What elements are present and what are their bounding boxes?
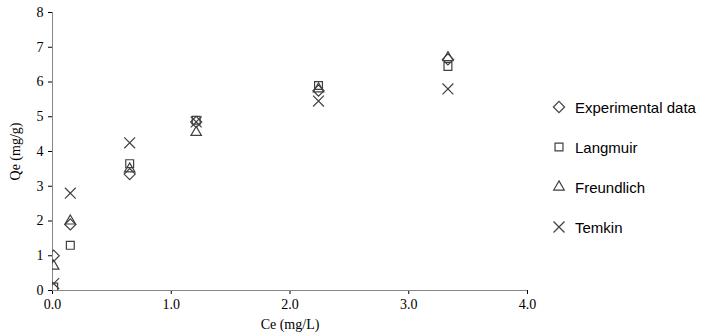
svg-text:2: 2 (37, 213, 44, 228)
svg-text:Qe (mg/g): Qe (mg/g) (8, 122, 24, 180)
svg-text:Ce (mg/L): Ce (mg/L) (261, 317, 320, 333)
svg-text:2.0: 2.0 (281, 297, 299, 312)
svg-text:3.0: 3.0 (400, 297, 418, 312)
svg-text:6: 6 (37, 74, 44, 89)
svg-text:8: 8 (37, 5, 44, 20)
html-text:Experimental data: Experimental data (575, 98, 696, 116)
svg-text:7: 7 (37, 40, 44, 55)
svg-text:0: 0 (37, 283, 44, 298)
html-text:Langmuir: Langmuir (575, 138, 638, 156)
svg-text:4.0: 4.0 (519, 297, 537, 312)
svg-text:3: 3 (37, 179, 44, 194)
svg-text:4: 4 (37, 144, 44, 159)
svg-text:5: 5 (37, 109, 44, 124)
html-text:Freundlich: Freundlich (575, 178, 645, 196)
html-text:Temkin: Temkin (575, 218, 623, 236)
svg-text:0.0: 0.0 (44, 297, 62, 312)
svg-text:1.0: 1.0 (163, 297, 181, 312)
svg-text:1: 1 (37, 248, 44, 263)
